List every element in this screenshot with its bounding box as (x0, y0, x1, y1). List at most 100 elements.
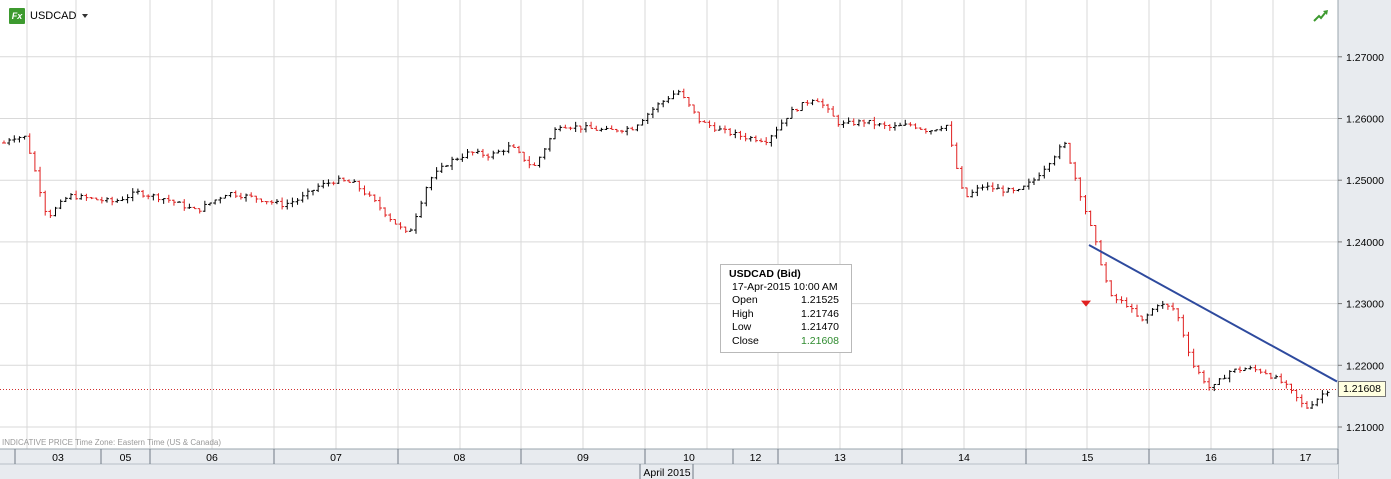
ohlc-bar (1155, 304, 1160, 313)
ohlc-bar (27, 133, 32, 154)
ohlc-bar (455, 157, 460, 161)
ohlc-bar (79, 193, 84, 200)
ohlc-bar (511, 144, 516, 148)
chevron-down-icon[interactable] (82, 14, 89, 18)
ohlc-bar (676, 89, 681, 96)
ohlc-bar (594, 125, 599, 131)
ohlc-bar (661, 100, 666, 108)
ohlc-bar (398, 222, 403, 230)
price-axis-background (1338, 0, 1391, 479)
ohlc-bar (300, 191, 305, 203)
symbol-label[interactable]: USDCAD (30, 10, 77, 22)
ohlc-bar (990, 182, 995, 192)
ohlc-bar (892, 122, 897, 131)
ohlc-bar (831, 105, 836, 117)
ohlc-bar (671, 90, 676, 100)
ohlc-bar (1232, 368, 1237, 373)
symbol-selector[interactable]: Fx USDCAD (9, 7, 89, 25)
ohlc-bar (1263, 369, 1268, 375)
ohlc-bar (1325, 390, 1330, 397)
ohlc-bar (872, 116, 877, 130)
ohlc-bar (496, 149, 501, 154)
ohlc-bar (1186, 331, 1191, 357)
ohlc-bar (769, 134, 774, 147)
ohlc-bar (965, 187, 970, 198)
ohlc-bar (74, 190, 79, 200)
ohlc-bar (707, 120, 712, 128)
ohlc-bar (434, 167, 439, 180)
ohlc-bar (94, 197, 99, 201)
ohlc-bar (697, 111, 702, 124)
ohlc-bar (125, 194, 130, 204)
ohlc-bar (213, 199, 218, 205)
tooltip-value: 1.21525 (801, 294, 839, 306)
time-axis[interactable]: 03 05 06 07 08 09 10 12 13 14 15 16 17 (14, 449, 1339, 479)
ohlc-bar (388, 213, 393, 222)
price-axis[interactable]: 1.21000 1.22000 1.23000 1.24000 1.25000 1.260… (1338, 52, 1384, 434)
ohlc-bar (414, 213, 418, 234)
ohlc-bar (38, 166, 43, 197)
ohlc-bar (1068, 142, 1073, 164)
ohlc-bar (1171, 302, 1176, 311)
ohlc-bar (1057, 144, 1062, 160)
ohlc-bar (923, 128, 928, 134)
trend-arrow-icon[interactable] (1313, 9, 1329, 23)
tooltip-label: Close (732, 334, 759, 347)
ohlc-bar (563, 124, 568, 129)
ohlc-bar (444, 164, 449, 167)
y-tick-label: 1.24000 (1346, 237, 1384, 249)
x-tick-label: 06 (206, 452, 218, 464)
ohlc-bar (311, 189, 315, 196)
ohlc-bar (1196, 365, 1201, 375)
ohlc-bar (2, 140, 6, 144)
ohlc-bar (403, 226, 408, 234)
ohlc-bar (377, 196, 382, 211)
ohlc-bar (944, 124, 949, 132)
ohlc-bar (1191, 348, 1196, 369)
x-tick-label: 03 (52, 452, 64, 464)
ohlc-bar (105, 197, 109, 203)
ohlc-bar (1124, 297, 1129, 308)
tooltip-marker-icon (1081, 300, 1091, 307)
ohlc-bar (774, 126, 779, 139)
ohlc-bar (1207, 377, 1212, 391)
tooltip-label: Low (732, 321, 752, 333)
ohlc-bar (723, 125, 727, 134)
y-tick-label: 1.27000 (1346, 52, 1384, 64)
ohlc-bar (1011, 187, 1016, 194)
ohlc-bar (764, 137, 769, 146)
ohlc-bar (419, 200, 424, 218)
ohlc-bar (681, 88, 686, 99)
ohlc-bar (985, 182, 990, 191)
ohlc-bar (1052, 155, 1057, 166)
ohlc-bar (58, 199, 63, 210)
ohlc-bar (1062, 141, 1067, 149)
ohlc-bar (939, 125, 944, 132)
ohlc-bar (1145, 313, 1150, 324)
ohlc-bar (192, 206, 197, 210)
ohlc-bar (759, 138, 764, 143)
ohlc-bar (542, 147, 547, 160)
ohlc-bar (795, 108, 800, 112)
ohlc-bar (1243, 367, 1248, 372)
ohlc-bar (383, 207, 388, 218)
ohlc-bar (1093, 224, 1098, 246)
ohlc-bar (285, 199, 290, 210)
y-tick-label: 1.22000 (1346, 360, 1384, 372)
ohlc-bar (820, 98, 825, 109)
x-tick-label: 14 (958, 452, 970, 464)
ohlc-bar (846, 117, 851, 124)
ohlc-bar (1032, 177, 1036, 186)
x-tick-label: 13 (834, 452, 846, 464)
ohlc-bar (115, 198, 120, 203)
ohlc-bar (316, 183, 321, 193)
ohlc-bar (1001, 185, 1006, 197)
ohlc-bar (1238, 366, 1242, 373)
ohlc-bar (903, 119, 908, 126)
ohlc-bar (1268, 372, 1273, 380)
ohlc-bar (223, 194, 228, 199)
trendline[interactable] (1088, 244, 1338, 383)
ohlc-bar (501, 149, 506, 156)
y-tick-label: 1.26000 (1346, 114, 1384, 126)
